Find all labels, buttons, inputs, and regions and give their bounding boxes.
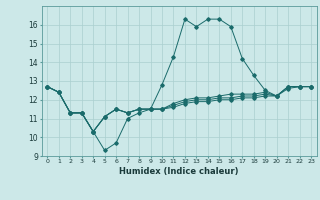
X-axis label: Humidex (Indice chaleur): Humidex (Indice chaleur) — [119, 167, 239, 176]
